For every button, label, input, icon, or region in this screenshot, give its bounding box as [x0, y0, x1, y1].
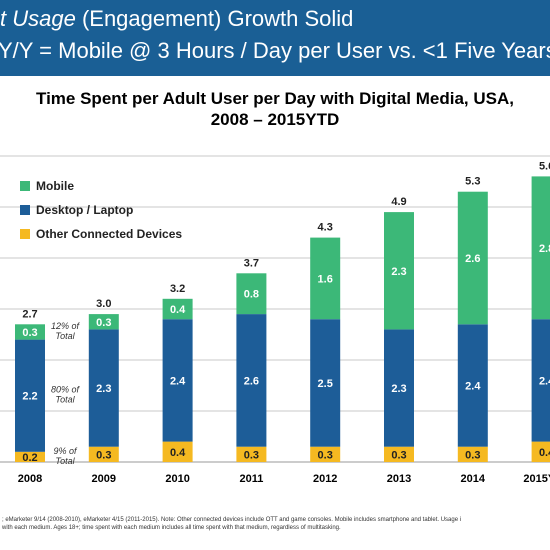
- data-label: 0.3: [318, 449, 333, 461]
- total-label: 4.9: [391, 196, 406, 208]
- bar-segment-desktop-laptop: [384, 329, 414, 447]
- bar-segment-mobile: [531, 176, 550, 320]
- bar-segment-other-connected-devices: [384, 446, 414, 462]
- bar-segment-mobile: [162, 298, 193, 320]
- data-label: 1.6: [318, 273, 333, 285]
- total-label: 3.0: [96, 298, 111, 310]
- bar-segment-mobile: [384, 212, 414, 330]
- data-label: 0.8: [244, 289, 259, 301]
- bar-segment-mobile: [236, 273, 267, 315]
- bar-segment-desktop-laptop: [310, 319, 341, 447]
- bar-segment-other-connected-devices: [162, 441, 193, 462]
- x-tick-label: 2012: [313, 473, 337, 485]
- total-label: 2.7: [22, 308, 37, 320]
- percent-annotation: 9% of Total: [53, 446, 78, 466]
- data-label: 2.4: [465, 381, 481, 393]
- data-label: 2.3: [391, 383, 406, 395]
- chart-title-line1: Time Spent per Adult User per Day with D…: [36, 89, 514, 108]
- bar-segment-desktop-laptop: [162, 319, 193, 442]
- bar-segment-other-connected-devices: [531, 441, 550, 462]
- x-tick-label: 2015YTD: [523, 473, 550, 485]
- data-label: 2.6: [244, 375, 259, 387]
- total-label: 4.3: [318, 222, 333, 234]
- bar-segment-desktop-laptop: [531, 319, 550, 442]
- x-tick-label: 2008: [18, 473, 42, 485]
- banner-heading-rest: (Engagement) Growth Solid: [75, 6, 354, 31]
- data-label: 2.4: [539, 375, 550, 387]
- banner-heading: t Usage (Engagement) Growth Solid: [0, 6, 353, 32]
- bar-segment-desktop-laptop: [88, 329, 119, 447]
- legend-label: Mobile: [36, 179, 74, 193]
- data-label: 0.4: [170, 304, 186, 316]
- percent-annotation: 80% of Total: [51, 385, 81, 405]
- bar-segment-mobile: [457, 191, 488, 325]
- total-label: 5.3: [465, 176, 480, 188]
- data-label: 2.5: [318, 378, 333, 390]
- bar-segment-desktop-laptop: [15, 339, 45, 452]
- bar-segment-desktop-laptop: [236, 314, 267, 447]
- data-label: 0.3: [22, 327, 37, 339]
- header-banner: t Usage (Engagement) Growth Solid Y/Y = …: [0, 0, 550, 76]
- data-label: 0.3: [391, 449, 406, 461]
- x-tick-label: 2009: [92, 473, 116, 485]
- data-label: 0.3: [96, 317, 111, 329]
- bar-segment-desktop-laptop: [457, 324, 488, 447]
- chart-title: Time Spent per Adult User per Day with D…: [0, 88, 550, 130]
- x-tick-label: 2010: [165, 473, 189, 485]
- data-label: 2.8: [539, 243, 550, 255]
- data-label: 2.2: [22, 391, 37, 403]
- bar-segment-other-connected-devices: [457, 446, 488, 462]
- data-label: 2.4: [170, 375, 186, 387]
- footnote-line1: ; eMarketer 9/14 (2008-2010), eMarketer …: [2, 517, 462, 523]
- bar-segment-other-connected-devices: [236, 446, 267, 462]
- legend-swatch: [20, 229, 30, 239]
- data-label: 2.3: [96, 383, 111, 395]
- data-label: 2.6: [465, 253, 480, 265]
- data-label: 0.4: [539, 447, 550, 459]
- total-label: 3.7: [244, 257, 259, 269]
- bar-segment-mobile: [88, 314, 119, 330]
- x-tick-label: 2014: [461, 473, 486, 485]
- total-label: 5.6: [539, 160, 550, 172]
- total-label: 3.2: [170, 283, 185, 295]
- stacked-bar-chart: 0.2 2.2 0.3 2.7 2008 0.3 2.3 0.3 3.0 2009 0.4 2.4 0.…: [0, 155, 550, 485]
- x-tick-label: 2013: [387, 473, 411, 485]
- bar-segment-other-connected-devices: [88, 446, 119, 462]
- legend-label: Desktop / Laptop: [36, 203, 133, 217]
- footnote-line2: with each medium. Ages 18+; time spent w…: [2, 525, 341, 531]
- banner-heading-italic: t Usage: [0, 6, 76, 31]
- bar-segment-mobile: [310, 237, 341, 320]
- legend-swatch: [20, 181, 30, 191]
- data-label: 0.2: [22, 452, 37, 464]
- legend-label: Other Connected Devices: [36, 227, 182, 241]
- source-footnote: ; eMarketer 9/14 (2008-2010), eMarketer …: [2, 516, 550, 532]
- x-tick-label: 2011: [239, 473, 263, 485]
- legend-swatch: [20, 205, 30, 215]
- percent-annotation: 12% of Total: [51, 321, 81, 341]
- bar-segment-other-connected-devices: [310, 446, 341, 462]
- data-label: 0.4: [170, 447, 186, 459]
- data-label: 0.3: [244, 449, 259, 461]
- banner-subheading: Y/Y = Mobile @ 3 Hours / Day per User vs…: [0, 38, 550, 63]
- bar-segment-mobile: [15, 324, 45, 340]
- bar-segment-other-connected-devices: [15, 451, 45, 462]
- data-label: 0.3: [96, 449, 111, 461]
- data-label: 2.3: [391, 266, 406, 278]
- data-label: 0.3: [465, 449, 480, 461]
- chart-title-line2: 2008 – 2015YTD: [210, 110, 340, 129]
